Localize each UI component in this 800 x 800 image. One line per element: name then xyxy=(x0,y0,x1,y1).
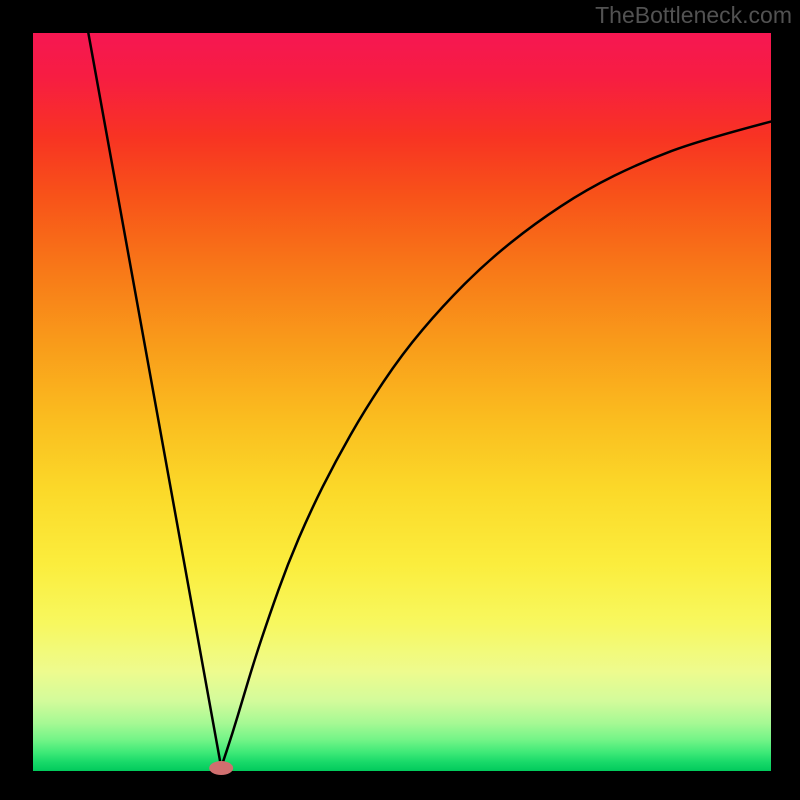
chart-canvas: TheBottleneck.com xyxy=(0,0,800,800)
bottleneck-chart xyxy=(0,0,800,800)
plot-background xyxy=(33,33,771,771)
minimum-marker xyxy=(209,761,233,775)
